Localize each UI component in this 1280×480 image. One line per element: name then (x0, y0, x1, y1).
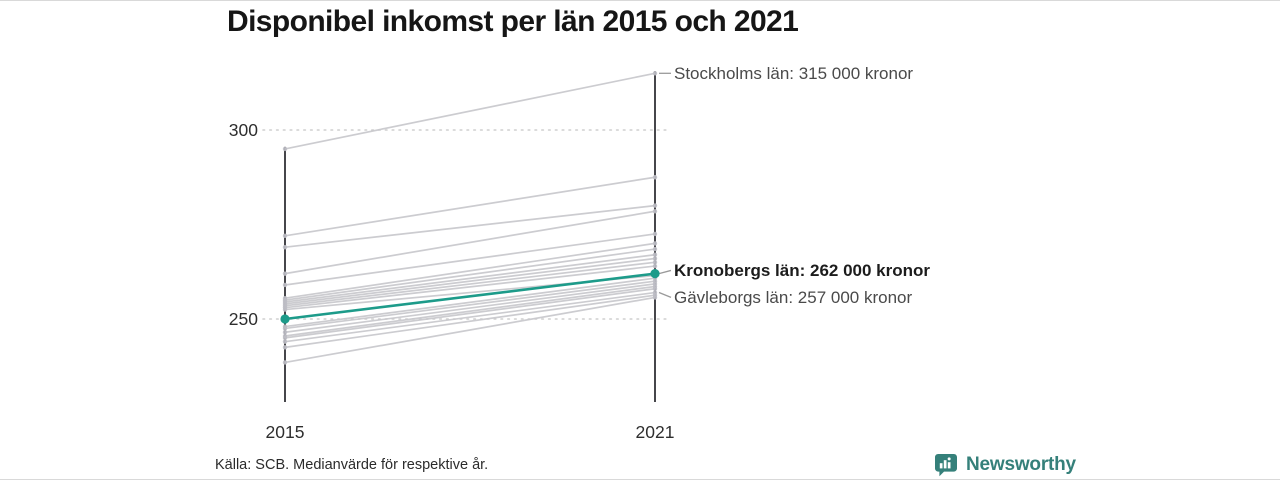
annotation-gavleborg: Gävleborgs län: 257 000 kronor (674, 287, 913, 307)
annotation-kronoberg: Kronobergs län: 262 000 kronor (674, 260, 931, 280)
annotation-stockholm: Stockholms län: 315 000 kronor (674, 63, 914, 83)
chart-title: Disponibel inkomst per län 2015 och 2021 (227, 5, 799, 38)
y-axis-tick-250: 250 (228, 309, 258, 329)
x-axis-tick-2015: 2015 (265, 422, 305, 442)
source-note: Källa: SCB. Medianvärde för respektive å… (215, 457, 489, 473)
newsworthy-logo[interactable]: Newsworthy (933, 452, 1076, 478)
newsworthy-logo-text: Newsworthy (966, 454, 1076, 475)
x-axis-tick-2021: 2021 (635, 422, 675, 442)
y-axis-tick-300: 300 (228, 120, 258, 140)
newsworthy-bubble-chart-icon (935, 454, 957, 477)
